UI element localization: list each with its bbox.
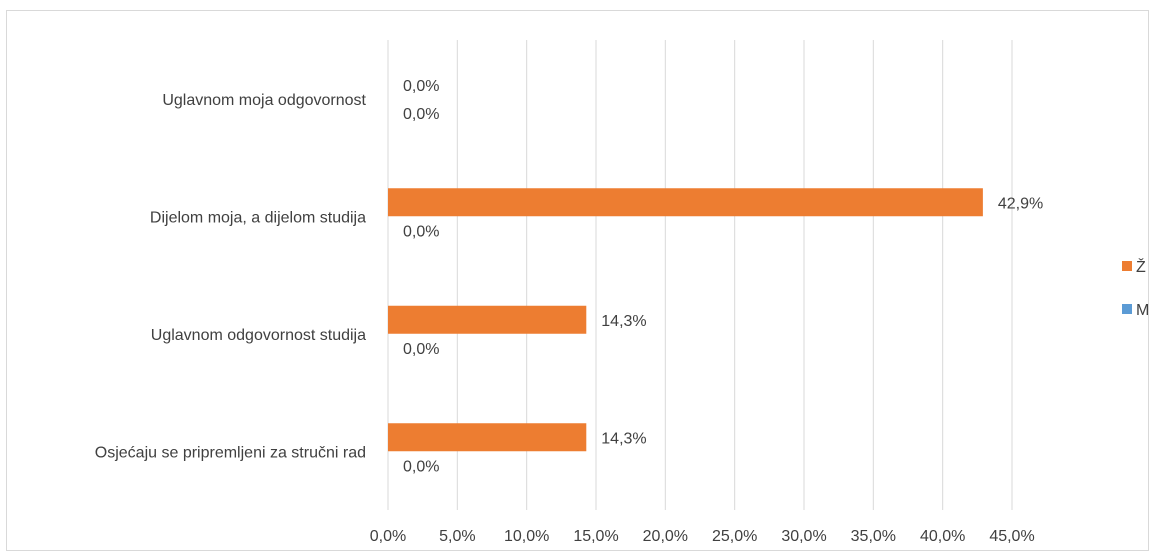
data-label-m: 0,0% xyxy=(403,458,439,475)
x-tick-label: 25,0% xyxy=(712,528,757,545)
legend-swatch-z xyxy=(1122,261,1132,271)
legend-label-z: Ž xyxy=(1136,257,1146,276)
x-tick-label: 45,0% xyxy=(989,528,1034,545)
bar-z xyxy=(388,305,587,334)
legend-swatch-m xyxy=(1122,304,1132,314)
x-axis-tick-labels: 0,0% 5,0% 10,0% 15,0% 20,0% 25,0% 30,0% 35,0% 40… xyxy=(370,528,1035,545)
data-label-m: 0,0% xyxy=(403,223,439,240)
bars xyxy=(388,188,983,452)
bar-z xyxy=(388,423,587,452)
chart-border xyxy=(6,10,1149,551)
x-tick-label: 10,0% xyxy=(504,528,549,545)
x-tick-label: 30,0% xyxy=(781,528,826,545)
legend: ŽM xyxy=(1122,257,1149,319)
data-label-m: 0,0% xyxy=(403,341,439,358)
x-tick-label: 40,0% xyxy=(920,528,965,545)
category-label: Osjećaju se pripremljeni za stručni rad xyxy=(95,444,366,461)
x-tick-label: 20,0% xyxy=(643,528,688,545)
x-tick-label: 0,0% xyxy=(370,528,406,545)
data-label-z: 14,3% xyxy=(601,430,646,447)
bar-z xyxy=(388,188,983,217)
data-label-z: 14,3% xyxy=(601,313,646,330)
category-label: Uglavnom moja odgovornost xyxy=(162,92,366,109)
data-labels: 0,0% 0,0% 42,9% 0,0% 14,3% 0,0% 14,3% 0,0% xyxy=(403,78,1043,476)
x-tick-label: 15,0% xyxy=(573,528,618,545)
data-label-z: 42,9% xyxy=(998,195,1043,212)
category-labels: Uglavnom moja odgovornost Dijelom moja, a… xyxy=(95,92,367,462)
data-label-z: 0,0% xyxy=(403,78,439,95)
data-label-m: 0,0% xyxy=(403,106,439,123)
x-tick-label: 5,0% xyxy=(439,528,475,545)
x-tick-label: 35,0% xyxy=(851,528,896,545)
category-label: Dijelom moja, a dijelom studija xyxy=(150,209,366,226)
legend-label-m: M xyxy=(1136,302,1149,319)
category-label: Uglavnom odgovornost studija xyxy=(151,327,366,344)
